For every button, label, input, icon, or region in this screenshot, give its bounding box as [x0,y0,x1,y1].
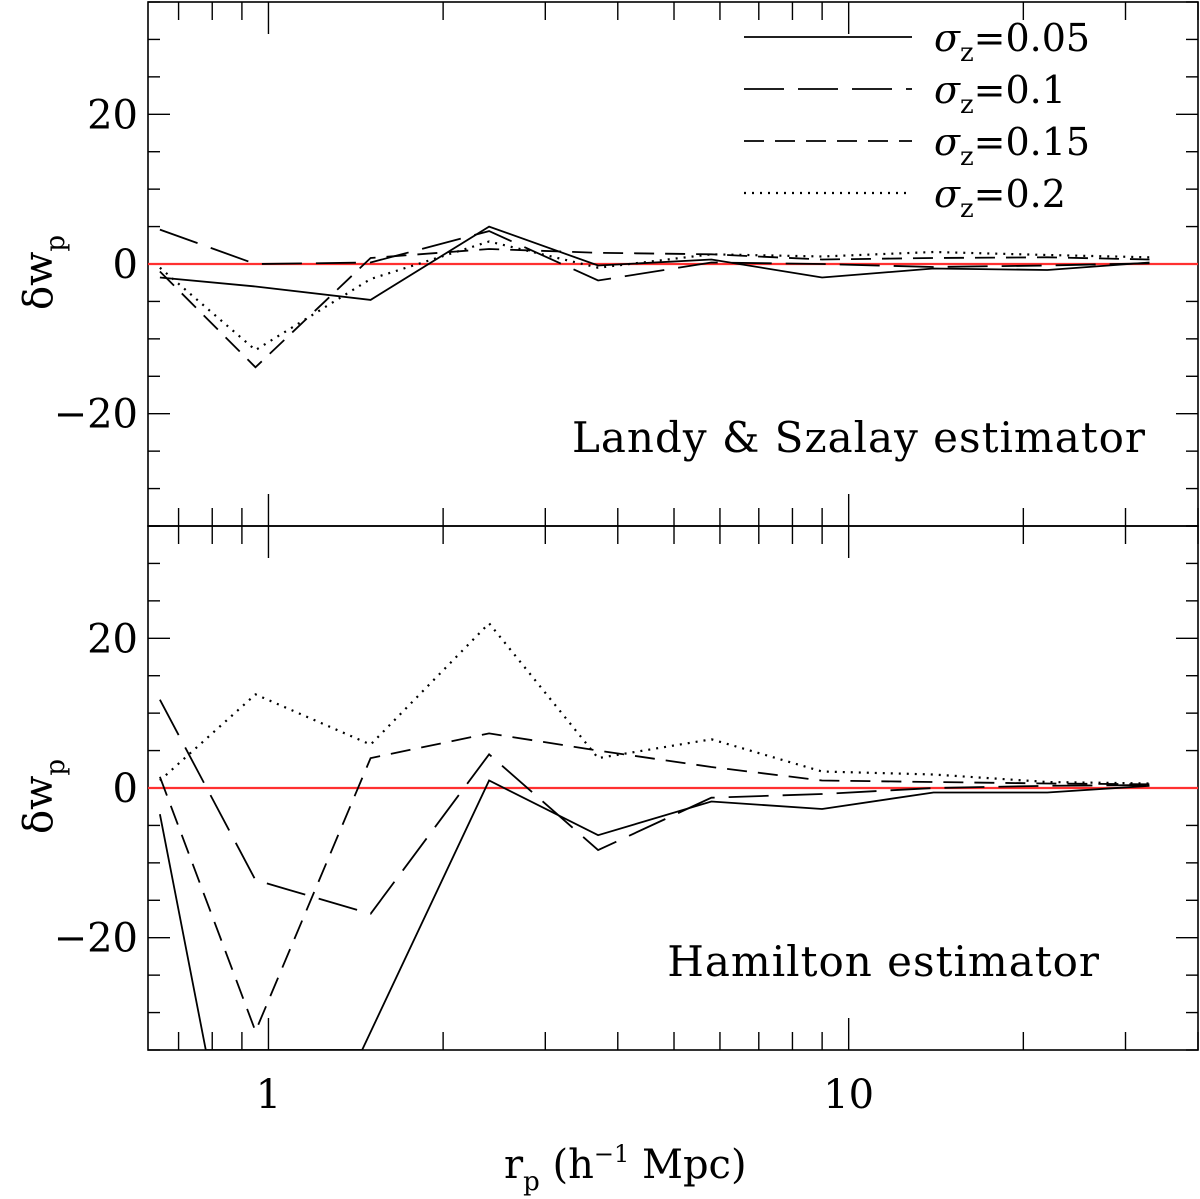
panel-landy-szalay: 20 0 −20 δwp Landy & Szalay estimator [16,1,1199,527]
x-tick-label: 1 [256,1072,281,1118]
y-axis-label: δwp [16,759,71,834]
series-line-dot [159,621,1150,785]
legend-label: σz=0.05 [934,16,1090,68]
y-tick-label: −20 [54,392,138,438]
series-line-dash [159,732,1150,1034]
series-line-longdash [159,228,1150,282]
series-line-dash [159,248,1150,369]
series-line-dot [159,240,1150,352]
y-tick-label: 0 [113,766,138,812]
y-tick-label: 20 [87,92,138,138]
panel-hamilton: 20 0 −20 δwp Hamilton estimator [16,525,1199,1051]
legend-label: σz=0.15 [934,120,1090,172]
x-axis-label: rp (h−1 Mpc) [504,1140,747,1197]
y-tick-label: 0 [113,242,138,288]
panel-label: Hamilton estimator [667,937,1100,986]
y-axis-label: δwp [16,235,71,310]
series-line-longdash [159,699,1150,915]
series-line-solid [159,225,1150,301]
panel-label: Landy & Szalay estimator [572,413,1146,462]
legend-label: σz=0.2 [934,172,1066,224]
x-tick-label: 10 [823,1072,874,1118]
y-tick-label: −20 [54,916,138,962]
series-line-solid [159,779,1150,1050]
y-tick-label: 20 [87,616,138,662]
legend-label: σz=0.1 [934,68,1066,120]
